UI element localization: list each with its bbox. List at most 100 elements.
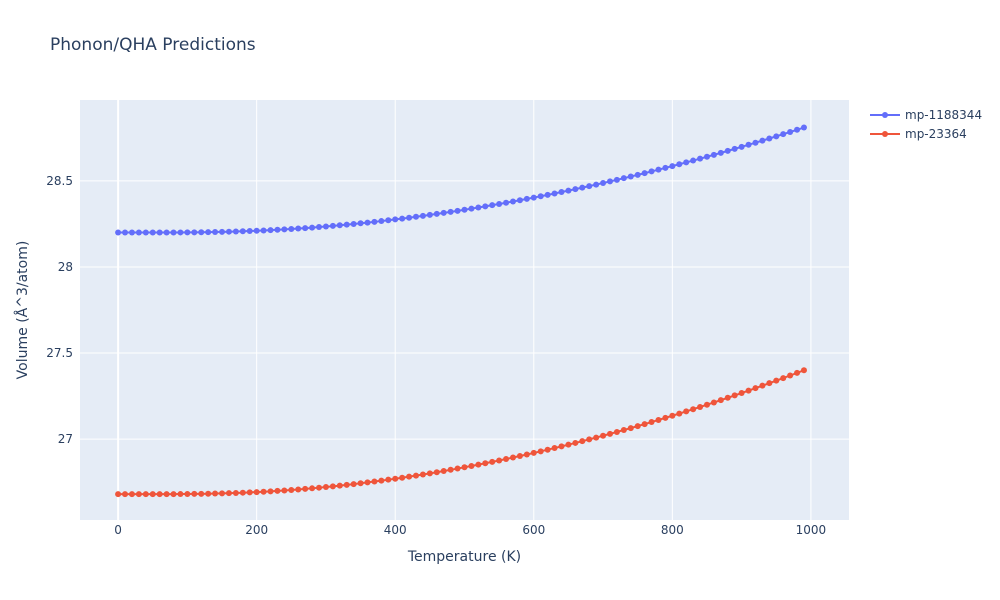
data-point: [551, 445, 558, 452]
data-point: [205, 490, 212, 497]
data-point: [163, 229, 170, 236]
data-point: [676, 410, 683, 417]
x-axis-ticks: 0 200 400 600 800 1000: [114, 523, 826, 537]
data-point: [496, 200, 503, 207]
data-point: [669, 412, 676, 419]
data-point: [246, 228, 253, 235]
data-point: [794, 369, 801, 376]
data-point: [246, 489, 253, 496]
data-point: [385, 476, 392, 483]
data-point: [565, 441, 572, 448]
data-point: [537, 193, 544, 200]
data-point: [350, 481, 357, 488]
data-point: [329, 222, 336, 229]
data-point: [780, 375, 787, 382]
data-point: [745, 387, 752, 394]
data-point: [253, 227, 260, 234]
data-point: [690, 157, 697, 164]
data-point: [510, 198, 516, 205]
data-point: [503, 199, 510, 206]
data-point: [219, 228, 226, 235]
data-point: [191, 490, 198, 497]
data-point: [399, 474, 406, 481]
legend: mp-1188344 mp-23364: [870, 108, 982, 141]
data-point: [461, 206, 468, 213]
data-point: [586, 436, 593, 443]
data-point: [232, 489, 239, 496]
data-point: [364, 479, 371, 486]
data-point: [565, 187, 572, 194]
data-point: [780, 131, 787, 138]
data-point: [489, 202, 496, 209]
legend-swatch-marker: [882, 112, 888, 118]
data-point: [766, 135, 773, 142]
data-point: [198, 229, 205, 236]
data-point: [447, 208, 454, 215]
legend-label: mp-1188344: [905, 108, 982, 122]
data-point: [800, 124, 807, 131]
data-point: [122, 229, 129, 236]
y-tick-label: 27.5: [46, 346, 73, 360]
data-point: [482, 203, 489, 210]
data-point: [482, 460, 489, 467]
data-point: [267, 227, 274, 234]
data-point: [641, 421, 648, 428]
series-line: [118, 369, 805, 496]
data-point: [766, 380, 773, 387]
data-point: [288, 225, 295, 232]
legend-item[interactable]: mp-1188344: [870, 108, 982, 122]
data-point: [710, 399, 717, 406]
data-point: [142, 229, 149, 236]
data-point: [426, 211, 433, 218]
data-point: [156, 229, 163, 236]
data-point: [558, 189, 565, 196]
data-point: [149, 229, 156, 236]
data-point: [191, 229, 198, 236]
data-point: [357, 480, 364, 487]
data-point: [544, 446, 551, 453]
data-point: [794, 126, 801, 133]
data-point: [267, 488, 274, 495]
data-point: [170, 491, 177, 498]
data-point: [309, 224, 316, 231]
data-point: [530, 194, 537, 201]
data-point: [703, 153, 710, 160]
data-point: [260, 227, 267, 234]
data-point: [606, 430, 613, 437]
data-point: [385, 217, 392, 224]
data-point: [627, 425, 634, 432]
data-point: [239, 228, 246, 235]
y-tick-label: 27: [58, 432, 73, 446]
data-point: [634, 423, 641, 430]
data-point: [322, 223, 329, 230]
data-point: [392, 216, 399, 223]
data-point: [697, 155, 704, 162]
data-point: [669, 163, 676, 170]
data-point: [433, 210, 440, 217]
legend-item[interactable]: mp-23364: [870, 127, 967, 141]
data-point: [122, 491, 129, 498]
data-point: [606, 178, 613, 185]
data-point: [357, 220, 364, 227]
grid-lines: [80, 100, 849, 520]
data-point: [322, 484, 329, 491]
data-point: [731, 392, 738, 399]
data-point: [676, 161, 683, 168]
data-point: [572, 439, 579, 446]
data-point: [648, 419, 655, 426]
data-point: [239, 489, 246, 496]
data-point: [399, 215, 406, 222]
data-point: [115, 491, 122, 498]
data-point: [115, 229, 122, 236]
data-point: [593, 181, 600, 188]
data-point: [738, 390, 745, 397]
data-point: [572, 186, 579, 193]
data-point: [316, 484, 323, 491]
data-point: [579, 184, 586, 191]
series-mp-23364: [115, 367, 807, 498]
series-layer: [115, 124, 807, 498]
data-point: [406, 214, 413, 221]
data-point: [496, 457, 503, 464]
x-tick-label: 1000: [796, 523, 827, 537]
